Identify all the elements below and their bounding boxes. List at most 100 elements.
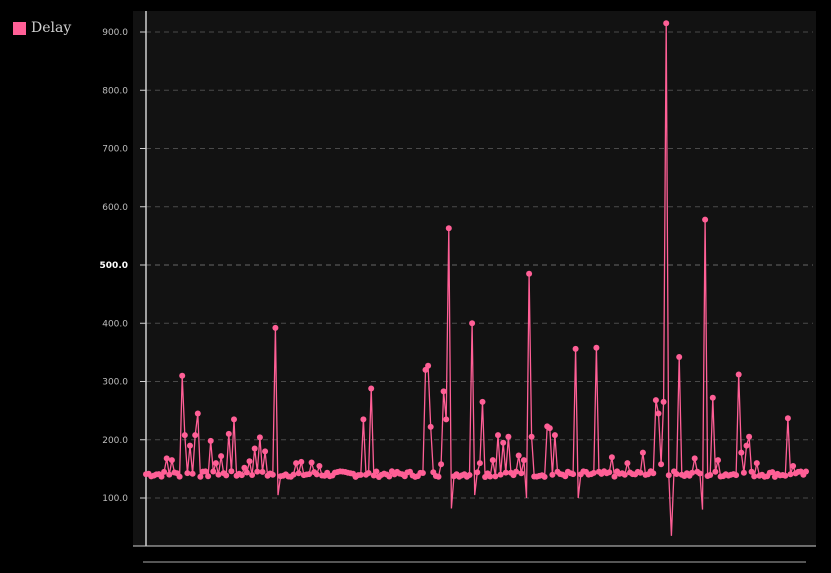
data-point [298,458,305,465]
data-point [663,20,670,27]
data-point [386,473,393,480]
data-point [269,471,276,478]
data-point [316,463,323,469]
data-point [443,416,450,423]
data-point [440,388,447,395]
y-tick-label: 700.0 [102,145,128,155]
data-point [427,423,434,430]
data-point [360,416,367,423]
data-point [590,469,597,476]
data-point [562,473,569,480]
data-point [466,472,473,478]
data-point [658,461,665,468]
data-point [782,472,789,479]
data-point [262,448,269,455]
data-point [738,449,745,456]
data-point [202,468,209,475]
data-point [293,460,300,467]
data-point [223,472,230,479]
data-point [673,471,680,477]
data-point [769,469,776,476]
data-point [228,468,235,475]
data-point [546,425,553,432]
data-point [192,432,199,439]
data-point [184,470,191,477]
data-point [489,457,496,464]
data-point [225,430,232,437]
data-point [295,470,302,477]
data-point [702,216,709,223]
data-point [187,442,193,449]
grid-lines [146,31,813,499]
data-point [650,470,657,477]
data-point [709,394,716,401]
y-tick-label: 200.0 [102,436,128,446]
data-point [696,470,703,477]
data-point [621,471,628,478]
data-point [513,468,520,475]
data-point [189,470,196,477]
data-point [689,469,696,476]
data-point [520,457,527,464]
data-point [746,433,753,440]
data-point [474,469,481,476]
data-point [254,468,261,475]
data-point [368,385,375,392]
data-point [751,473,758,480]
data-point [549,471,556,478]
data-point [476,460,483,467]
data-point [735,371,742,378]
data-point [660,398,667,405]
data-point [259,468,266,475]
data-point [624,460,631,467]
data-point [249,472,256,478]
y-tick-label: 100.0 [102,494,128,504]
legend: Delay [13,20,71,36]
data-point [570,471,577,478]
data-point [272,324,279,331]
data-point [733,472,740,479]
data-point [803,468,809,475]
data-point [515,452,522,459]
y-tick-label: 800.0 [102,86,128,96]
data-point [665,472,672,479]
data-point [176,473,183,480]
data-point [205,473,212,480]
y-tick-label: 900.0 [102,28,128,38]
y-tick-label: 600.0 [102,203,128,213]
data-point [497,471,504,478]
data-point [469,320,476,327]
data-point [168,457,175,464]
data-point [712,468,719,475]
data-point [158,473,165,480]
data-point [492,473,499,480]
data-point [215,471,222,478]
y-tick-label: 400.0 [102,319,128,329]
data-point [308,459,315,466]
series-line [145,23,807,536]
data-point [593,344,600,351]
data-point [425,362,432,369]
data-point [572,345,579,352]
data-point [231,416,237,423]
data-point [212,460,219,467]
data-point [787,471,794,478]
data-point [238,472,245,479]
data-point [313,471,320,478]
data-point [639,449,646,456]
data-point [790,463,797,469]
data-point [652,397,659,404]
data-point [161,468,168,475]
data-point [505,433,512,440]
y-tick-label: 300.0 [102,378,128,388]
data-point [676,354,683,360]
data-point [197,473,204,480]
data-point [502,469,509,476]
data-point [246,458,253,465]
data-point [715,457,721,464]
data-point [518,470,525,477]
data-point [435,473,442,480]
legend-label: Delay [31,20,72,36]
data-point [241,464,248,471]
